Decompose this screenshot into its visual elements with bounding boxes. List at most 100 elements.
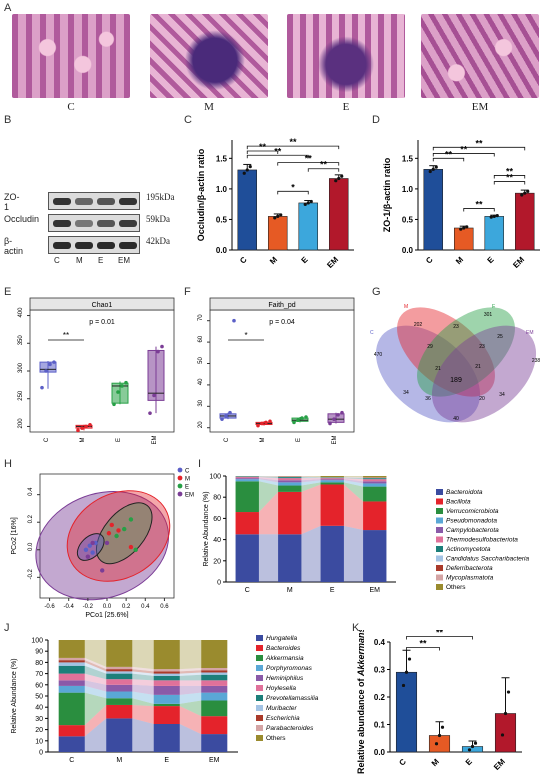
legend-swatch [256, 705, 263, 711]
data-point [90, 550, 95, 555]
box-c [39, 361, 57, 373]
bar-em [514, 192, 535, 251]
legend-swatch [436, 508, 443, 514]
stack-segment [58, 657, 85, 661]
x-tick-label: M [260, 438, 266, 443]
data-point [245, 168, 249, 172]
stack-segment [363, 479, 387, 482]
flow-band [179, 724, 202, 752]
venn-set-label: M [404, 304, 408, 310]
flow-band [258, 534, 279, 582]
stack-segment [278, 485, 302, 492]
stacked-chart-genus: 0 10 20 30 40 50 60 70 80 90 100 Relative Abundance… [11, 635, 319, 764]
stack-segment [363, 481, 387, 484]
x-tick-label: C [224, 437, 230, 442]
flow-band [301, 525, 321, 582]
y-tick-label: 350 [18, 335, 24, 346]
stack-segment [153, 675, 180, 681]
data-point [80, 426, 84, 430]
bar-m [453, 227, 474, 251]
stack-segment [58, 662, 85, 666]
data-point [106, 531, 112, 536]
y-axis-label: Relative Abundance (%) [203, 491, 210, 566]
stack-segment [106, 666, 133, 670]
flow-band [84, 673, 107, 685]
x-tick-label: M [430, 757, 441, 768]
wb-lane-m: M [76, 256, 83, 265]
bar-c [423, 169, 444, 251]
stack-segment [153, 694, 180, 704]
significance-label: ** [305, 154, 313, 164]
legend-swatch [436, 574, 443, 581]
ellipse-em [35, 491, 170, 601]
x-tick-label: C [424, 255, 435, 266]
legend-swatch [256, 635, 263, 641]
plot-frame [209, 309, 355, 433]
stack-segment [278, 480, 302, 483]
significance-bracket [246, 145, 340, 150]
significance-label: * [244, 331, 247, 340]
y-tick-label: 0 [217, 580, 221, 587]
box-em [147, 349, 165, 401]
wb-box-occludin [48, 214, 140, 232]
flow-band [258, 478, 279, 483]
data-point [428, 169, 432, 174]
data-point [44, 369, 48, 373]
flow-band [301, 476, 321, 478]
significance-bracket [246, 150, 279, 154]
venn-ellipse-em [431, 325, 537, 423]
y-tick-label: 0.0 [28, 542, 34, 551]
x-tick-label: E [164, 757, 169, 764]
wb-box-zo1 [48, 192, 140, 210]
stack-segment [153, 703, 180, 707]
stack-segment [106, 671, 133, 674]
y-tick-label: -0.2 [28, 569, 34, 580]
stack-segment [153, 673, 180, 676]
data-point [459, 227, 463, 231]
y-tick-label: 20 [35, 727, 43, 734]
significance-label: ** [506, 173, 514, 183]
venn-set-label: C [370, 330, 374, 336]
stack-segment [58, 665, 85, 674]
stack-segment [363, 486, 387, 502]
flow-band [343, 525, 364, 582]
x-tick-label: M [116, 757, 122, 764]
flow-band [84, 660, 107, 672]
data-point [84, 424, 88, 429]
x-tick-label: M [268, 255, 279, 266]
x-tick-label: M [454, 255, 465, 266]
stack-segment [58, 685, 85, 693]
legend-label: Bacteroidota [446, 489, 483, 496]
data-point [273, 216, 277, 220]
data-point [309, 199, 313, 204]
data-point [112, 402, 116, 407]
data-point [128, 544, 134, 550]
significance-bracket [493, 181, 526, 185]
x-tick-label: EM [152, 435, 158, 444]
data-point [489, 215, 493, 219]
histology-image-e [287, 14, 405, 98]
significance-label: ** [289, 137, 297, 147]
data-point [120, 384, 124, 388]
venn-count: 301 [484, 312, 493, 318]
wb-box-actin [48, 236, 140, 254]
venn-count: 23 [453, 324, 459, 330]
panel-label-c: C [184, 114, 192, 126]
stack-segment [201, 640, 228, 668]
chart-title: Chao1 [92, 302, 113, 309]
y-tick-label: 0 [39, 750, 43, 757]
flow-band [132, 671, 154, 676]
data-point [148, 411, 152, 415]
stack-segment [320, 478, 344, 480]
flow-band [179, 674, 202, 681]
venn-diagram: C M E EM 202 301 470 238 29 23 23 25 21 21 189 34 34 36 40… [370, 304, 540, 423]
legend-swatch [436, 489, 443, 495]
significance-label: ** [460, 144, 468, 154]
legend-label: Candidatus Saccharibacteria [446, 556, 529, 563]
x-axis-label: PCo1 [25.6%] [85, 612, 128, 618]
y-tick-label: 50 [198, 357, 204, 364]
legend-label: Others [266, 735, 286, 742]
significance-bracket [307, 168, 340, 172]
y-tick-label: 30 [35, 716, 43, 723]
flow-band [258, 479, 279, 486]
